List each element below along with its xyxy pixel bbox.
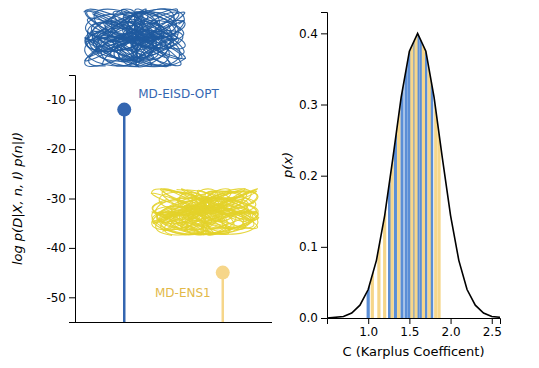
structure-strand bbox=[85, 9, 177, 66]
illustrations bbox=[84, 9, 259, 235]
tick: 0.4 bbox=[299, 27, 327, 41]
sample-line bbox=[416, 12, 419, 318]
tick: 0.2 bbox=[299, 169, 327, 183]
axis-line bbox=[328, 319, 501, 325]
structure-strand bbox=[91, 9, 174, 62]
sample-line bbox=[414, 12, 417, 318]
tick-label: 0.2 bbox=[299, 169, 318, 183]
tick: -10 bbox=[46, 93, 75, 107]
tick-label: -20 bbox=[46, 142, 66, 156]
y-axis-title: log p(D|X, n, I) p(n|I) bbox=[10, 132, 25, 265]
sample-line bbox=[434, 12, 437, 318]
tick-mark bbox=[69, 297, 75, 298]
stem bbox=[123, 110, 126, 322]
tick-label: 1.5 bbox=[400, 325, 419, 339]
tick: 2.0 bbox=[442, 318, 461, 339]
structure-strand bbox=[153, 191, 256, 235]
tick-label: 0.4 bbox=[299, 27, 318, 41]
tick-label: -10 bbox=[46, 93, 66, 107]
stem-marker bbox=[117, 103, 131, 117]
tick-mark bbox=[69, 199, 75, 200]
figure: -50 -40 -30 -20 -10 MD-EISD-OPT MD-ENS1 log p(D… bbox=[0, 0, 539, 368]
tick: 1.5 bbox=[400, 318, 419, 339]
sample-line bbox=[404, 12, 407, 318]
sample-line bbox=[388, 12, 391, 318]
marks bbox=[117, 103, 230, 322]
tick-label: 0.1 bbox=[299, 240, 318, 254]
sample-line bbox=[377, 12, 380, 318]
sample-line bbox=[412, 12, 415, 318]
x-axis: 1.0 1.5 2.0 2.5 bbox=[328, 318, 502, 339]
tick: 2.5 bbox=[483, 318, 502, 339]
sample-line bbox=[419, 12, 422, 318]
tick-mark bbox=[451, 318, 452, 324]
stem bbox=[222, 273, 225, 322]
sample-line bbox=[430, 12, 433, 318]
structure-strand bbox=[85, 12, 176, 67]
tick-label: -40 bbox=[46, 241, 66, 255]
tick-label: 2.0 bbox=[442, 325, 461, 339]
tick-mark bbox=[321, 33, 327, 34]
tick-mark bbox=[321, 318, 327, 319]
point-label: MD-EISD-OPT bbox=[138, 87, 219, 101]
axis-line bbox=[69, 76, 76, 323]
y-axis: -50 -40 -30 -20 -10 bbox=[46, 76, 75, 323]
tick-mark bbox=[368, 318, 369, 324]
y-axis-title: p(x) bbox=[280, 152, 295, 179]
stem-chart: -50 -40 -30 -20 -10 MD-EISD-OPT MD-ENS1 log p(D… bbox=[10, 9, 272, 323]
sample-line bbox=[428, 12, 431, 318]
tick-mark bbox=[321, 105, 327, 106]
tick-label: 1.0 bbox=[359, 325, 378, 339]
tick-label: -30 bbox=[46, 192, 66, 206]
sample-line bbox=[410, 12, 413, 318]
tick-mark bbox=[321, 247, 327, 248]
density-chart: 0.0 0.1 0.2 0.3 0.4 1.0 1.5 2.0 2.5 p(x) C (Karplu… bbox=[280, 12, 502, 359]
plot bbox=[327, 12, 500, 318]
tick: 0.1 bbox=[299, 240, 327, 254]
density-curve bbox=[327, 33, 500, 318]
tick-label: -50 bbox=[46, 291, 66, 305]
tick-mark bbox=[69, 149, 75, 150]
tick-label: 0.3 bbox=[299, 98, 318, 112]
tick: -50 bbox=[46, 291, 75, 305]
tick: 0.3 bbox=[299, 98, 327, 112]
y-axis: 0.0 0.1 0.2 0.3 0.4 bbox=[299, 13, 328, 326]
tick-mark bbox=[69, 248, 75, 249]
axis-line bbox=[75, 322, 272, 323]
sample-line bbox=[422, 12, 425, 318]
tick: -20 bbox=[46, 142, 75, 156]
structure-strand bbox=[151, 189, 254, 235]
tick-label: 0.0 bbox=[299, 311, 318, 325]
tick: 1.0 bbox=[359, 318, 378, 339]
sample-line bbox=[383, 12, 386, 318]
tick-mark bbox=[69, 100, 75, 101]
tick-mark bbox=[321, 176, 327, 177]
axis-line bbox=[321, 13, 328, 319]
tick-mark bbox=[492, 318, 493, 324]
sample-line bbox=[400, 12, 403, 318]
tick: -30 bbox=[46, 192, 75, 206]
sample-line bbox=[437, 12, 440, 318]
x-axis-title: C (Karplus Coefficent) bbox=[342, 344, 484, 359]
point-label: MD-ENS1 bbox=[155, 286, 211, 300]
tick-label: 2.5 bbox=[483, 325, 502, 339]
sample-line bbox=[367, 12, 370, 318]
structure-strand bbox=[85, 9, 182, 66]
sample-line bbox=[394, 12, 397, 318]
tick: 0.0 bbox=[299, 311, 327, 325]
x-axis bbox=[75, 322, 272, 323]
sample-line bbox=[397, 12, 400, 318]
tick-mark bbox=[409, 318, 410, 324]
stem-marker bbox=[216, 266, 230, 280]
sample-lines bbox=[368, 12, 439, 318]
tick: -40 bbox=[46, 241, 75, 255]
